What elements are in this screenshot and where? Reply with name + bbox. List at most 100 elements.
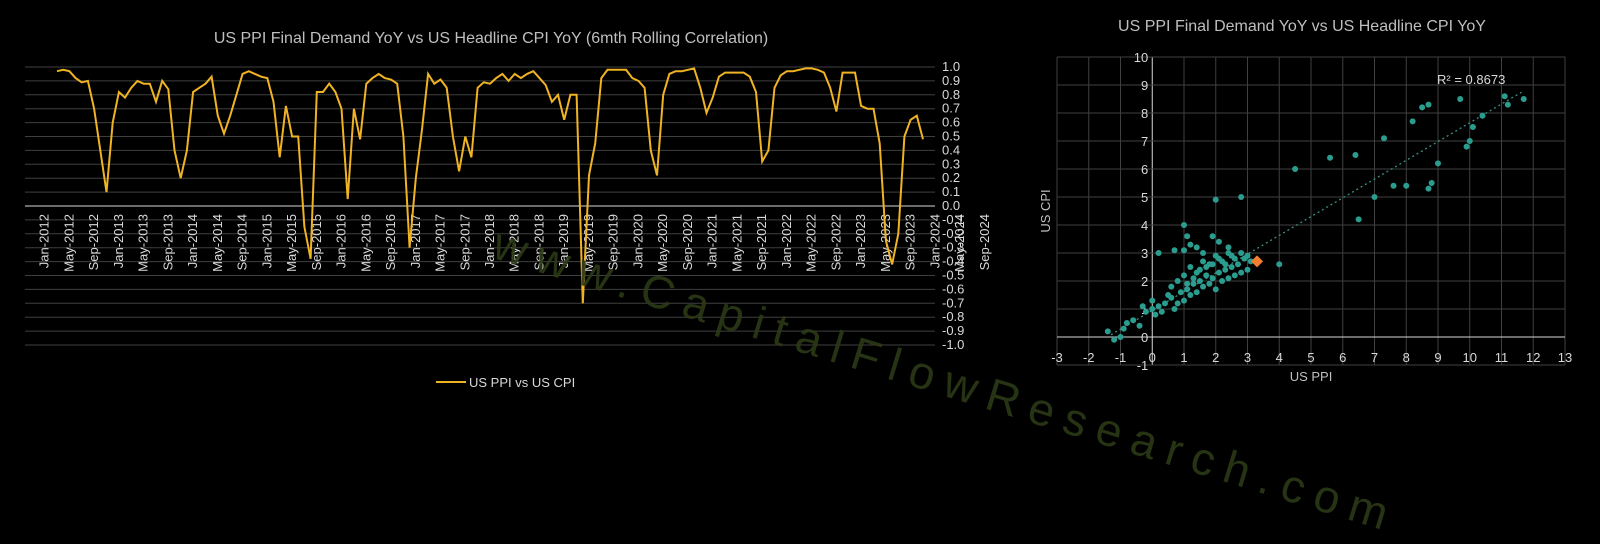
scatter-point	[1152, 311, 1159, 318]
y-tick-label: -0.2	[942, 226, 964, 241]
x-tick-label: May-2020	[655, 214, 670, 272]
scatter-point	[1190, 275, 1197, 282]
scatter-point	[1155, 250, 1162, 256]
scatter-point	[1231, 272, 1238, 279]
y-tick-label: -0.9	[942, 323, 964, 338]
x-tick-label: May-2022	[804, 214, 819, 272]
x-tick-label: 5	[1307, 350, 1314, 365]
x-tick-label: Jan-2020	[630, 214, 645, 268]
y-tick-label: -0.1	[942, 212, 964, 227]
r-squared-annotation: R² = 0.8673	[1437, 72, 1505, 87]
x-tick-label: Sep-2016	[383, 214, 398, 270]
chart-canvas: US PPI Final Demand YoY vs US Headline C…	[25, 18, 1572, 543]
scatter-point	[1117, 334, 1124, 340]
y-tick-label: -1.0	[942, 337, 964, 352]
right-chart-title: US PPI Final Demand YoY vs US Headline C…	[1118, 18, 1486, 35]
scatter-point	[1177, 289, 1184, 296]
scatter-point	[1457, 96, 1464, 102]
y-tick-label: 0.7	[942, 101, 960, 116]
scatter-point	[1244, 266, 1251, 273]
scatter-point	[1120, 325, 1127, 332]
x-tick-label: May-2014	[210, 214, 225, 272]
scatter-point	[1168, 294, 1175, 301]
scatter-point	[1352, 152, 1359, 158]
y-tick-label: -0.4	[942, 254, 964, 269]
x-tick-label: May-2021	[729, 214, 744, 272]
x-tick-label: Jan-2014	[185, 214, 200, 268]
y-tick-label: 2	[1141, 274, 1148, 289]
series-line-us-ppi-vs-us-cpi	[56, 67, 924, 304]
y-tick-label: -1	[1137, 358, 1149, 373]
scatter-point	[1203, 264, 1210, 270]
scatter-point	[1209, 275, 1216, 282]
scatter-point	[1181, 297, 1187, 304]
y-tick-label: 0.2	[942, 170, 960, 185]
y-tick-label: 0.5	[942, 129, 960, 144]
y-tick-label: 0.8	[942, 87, 960, 102]
x-tick-label: Sep-2021	[754, 214, 769, 270]
scatter-point	[1425, 185, 1432, 192]
x-tick-label: Jan-2019	[556, 214, 571, 268]
x-tick-label: 8	[1403, 350, 1410, 365]
scatter-point	[1104, 328, 1111, 335]
scatter-point	[1139, 303, 1146, 310]
scatter-point	[1136, 322, 1143, 329]
x-tick-label: May-2012	[61, 214, 76, 272]
x-tick-label: Jan-2021	[705, 214, 720, 268]
y-tick-label: 0.9	[942, 73, 960, 88]
scatter-point	[1123, 320, 1130, 326]
scatter-point	[1403, 182, 1410, 189]
scatter-point	[1215, 269, 1222, 276]
y-tick-label: 0.6	[942, 115, 960, 130]
x-tick-label: May-2017	[433, 214, 448, 272]
left-chart-title: US PPI Final Demand YoY vs US Headline C…	[214, 30, 768, 47]
scatter-point	[1238, 250, 1245, 256]
highlight-point	[1251, 255, 1264, 268]
x-tick-label: Sep-2013	[160, 214, 175, 270]
scatter-point	[1212, 286, 1219, 293]
x-tick-label: 3	[1244, 350, 1251, 365]
y-tick-label: 0.1	[942, 184, 960, 199]
scatter-point	[1181, 222, 1187, 228]
x-tick-label: Sep-2023	[903, 214, 918, 270]
scatter-point	[1149, 297, 1156, 304]
y-tick-label: 0.0	[942, 198, 960, 213]
x-tick-label: Jan-2024	[927, 214, 942, 268]
x-tick-label: 7	[1371, 350, 1378, 365]
x-tick-label: Jan-2018	[482, 214, 497, 268]
scatter-point	[1371, 194, 1378, 200]
x-tick-label: -1	[1115, 350, 1127, 365]
scatter-point	[1196, 266, 1203, 273]
x-tick-label: Jan-2015	[259, 214, 274, 268]
x-tick-label: Sep-2020	[680, 214, 695, 270]
charts-svg: US PPI Final Demand YoY vs US Headline C…	[25, 18, 1572, 390]
scatter-point	[1469, 124, 1476, 130]
x-tick-label: May-2018	[507, 214, 522, 272]
y-tick-label: 4	[1141, 218, 1148, 233]
x-axis-label: US PPI	[1290, 369, 1333, 384]
scatter-point	[1168, 283, 1175, 290]
y-tick-label: -0.5	[942, 268, 964, 283]
scatter-point	[1355, 216, 1362, 223]
x-tick-label: -3	[1051, 350, 1063, 365]
scatter-point	[1215, 255, 1222, 262]
scatter-point	[1142, 308, 1149, 315]
y-tick-label: -0.6	[942, 281, 964, 296]
x-tick-label: 0	[1149, 350, 1156, 365]
legend-label: US PPI vs US CPI	[469, 375, 575, 390]
scatter-point	[1181, 272, 1187, 279]
scatter-point	[1215, 238, 1222, 245]
x-tick-label: Sep-2012	[86, 214, 101, 270]
scatter-point	[1174, 278, 1181, 284]
y-tick-label: -0.8	[942, 309, 964, 324]
scatter-point	[1409, 118, 1416, 125]
y-tick-label: 0	[1141, 330, 1148, 345]
scatter-point	[1184, 286, 1191, 293]
scatter-point	[1225, 244, 1232, 251]
scatter-point	[1381, 135, 1388, 142]
scatter-point	[1190, 280, 1197, 287]
scatter-point	[1466, 138, 1473, 144]
x-tick-label: Jan-2013	[111, 214, 126, 268]
x-tick-label: 4	[1276, 350, 1283, 365]
scatter-point	[1171, 306, 1178, 312]
